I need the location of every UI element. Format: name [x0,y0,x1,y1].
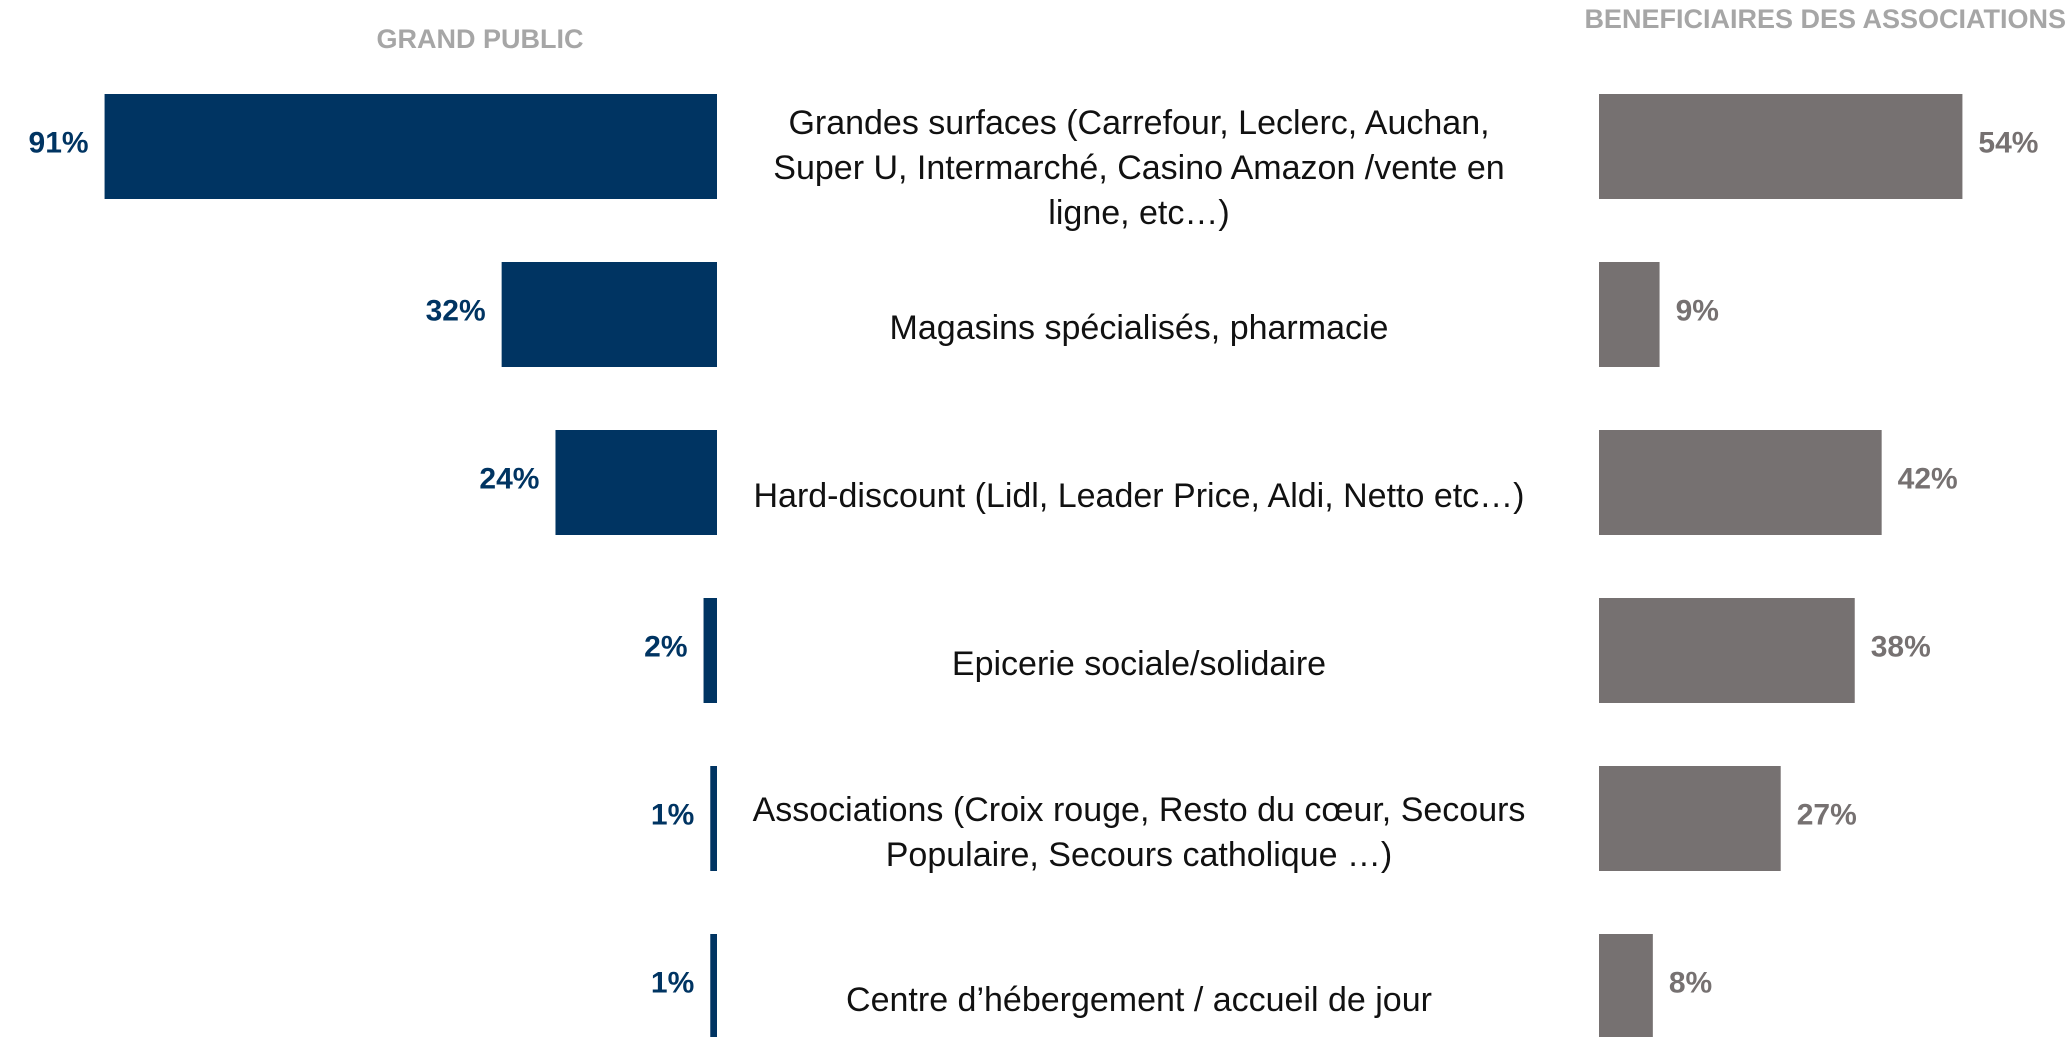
bar-right [1599,934,1653,1037]
bar-left [104,94,717,199]
category-label: Hard-discount (Lidl, Leader Price, Aldi,… [753,477,1525,515]
value-label-right: 8% [1669,966,1712,999]
bar-left [710,766,717,871]
bar-left [703,598,717,703]
value-label-right: 42% [1898,462,1958,495]
bar-right [1599,598,1855,703]
category-label: Epicerie sociale/solidaire [951,645,1327,683]
value-label-right: 9% [1676,294,1719,327]
legend-right: BENEFICIAIRES DES ASSOCIATIONS [1584,4,2066,34]
legend-left: GRAND PUBLIC [377,24,584,54]
bar-left [501,262,717,367]
value-label-left: 32% [426,294,486,327]
bar-right [1599,94,1963,199]
value-label-left: 1% [651,798,694,831]
bar-right [1599,766,1781,871]
bar-right [1599,430,1882,535]
bar-left [710,934,717,1037]
bar-right [1599,262,1660,367]
value-label-right: 54% [1978,126,2038,159]
value-label-left: 24% [479,462,539,495]
value-label-right: 27% [1797,798,1857,831]
value-label-left: 91% [29,126,89,159]
category-label: Grandes surfaces (Carrefour, Leclerc, Au… [773,103,1505,232]
category-label: Centre d’hébergement / accueil de jour [846,981,1432,1019]
value-label-right: 38% [1871,630,1931,663]
value-label-left: 1% [651,966,694,999]
category-label: Magasins spécialisés, pharmacie [889,309,1389,347]
category-label: Associations (Croix rouge, Resto du cœur… [752,790,1526,874]
value-label-left: 2% [644,630,687,663]
bar-left [555,430,717,535]
